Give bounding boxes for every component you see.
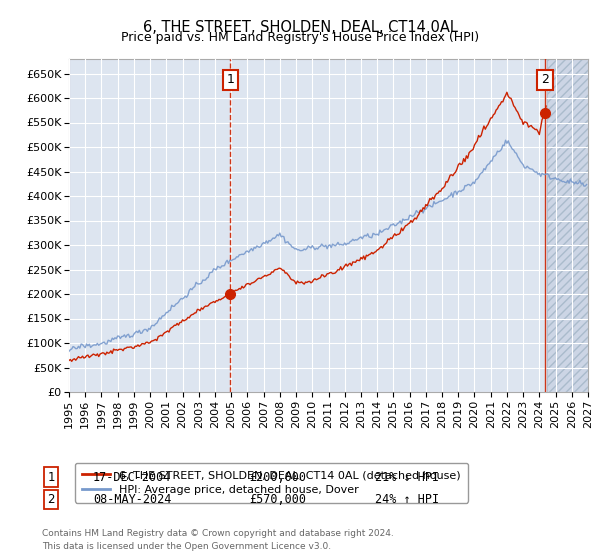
Text: 1: 1	[47, 470, 55, 484]
Text: 1: 1	[226, 73, 235, 86]
Legend: 6, THE STREET, SHOLDEN, DEAL, CT14 0AL (detached house), HPI: Average price, det: 6, THE STREET, SHOLDEN, DEAL, CT14 0AL (…	[74, 463, 469, 502]
Text: Price paid vs. HM Land Registry's House Price Index (HPI): Price paid vs. HM Land Registry's House …	[121, 31, 479, 44]
Text: 17-DEC-2004: 17-DEC-2004	[93, 470, 172, 484]
Text: 24% ↑ HPI: 24% ↑ HPI	[375, 493, 439, 506]
Text: 08-MAY-2024: 08-MAY-2024	[93, 493, 172, 506]
Text: Contains HM Land Registry data © Crown copyright and database right 2024.
This d: Contains HM Land Registry data © Crown c…	[42, 529, 394, 550]
Bar	[547, 59, 588, 392]
Text: 2: 2	[541, 73, 549, 86]
Text: £200,000: £200,000	[249, 470, 306, 484]
Text: 6, THE STREET, SHOLDEN, DEAL, CT14 0AL: 6, THE STREET, SHOLDEN, DEAL, CT14 0AL	[143, 20, 457, 35]
Text: £570,000: £570,000	[249, 493, 306, 506]
Text: 2: 2	[47, 493, 55, 506]
Text: 21% ↓ HPI: 21% ↓ HPI	[375, 470, 439, 484]
Bar	[547, 59, 588, 392]
